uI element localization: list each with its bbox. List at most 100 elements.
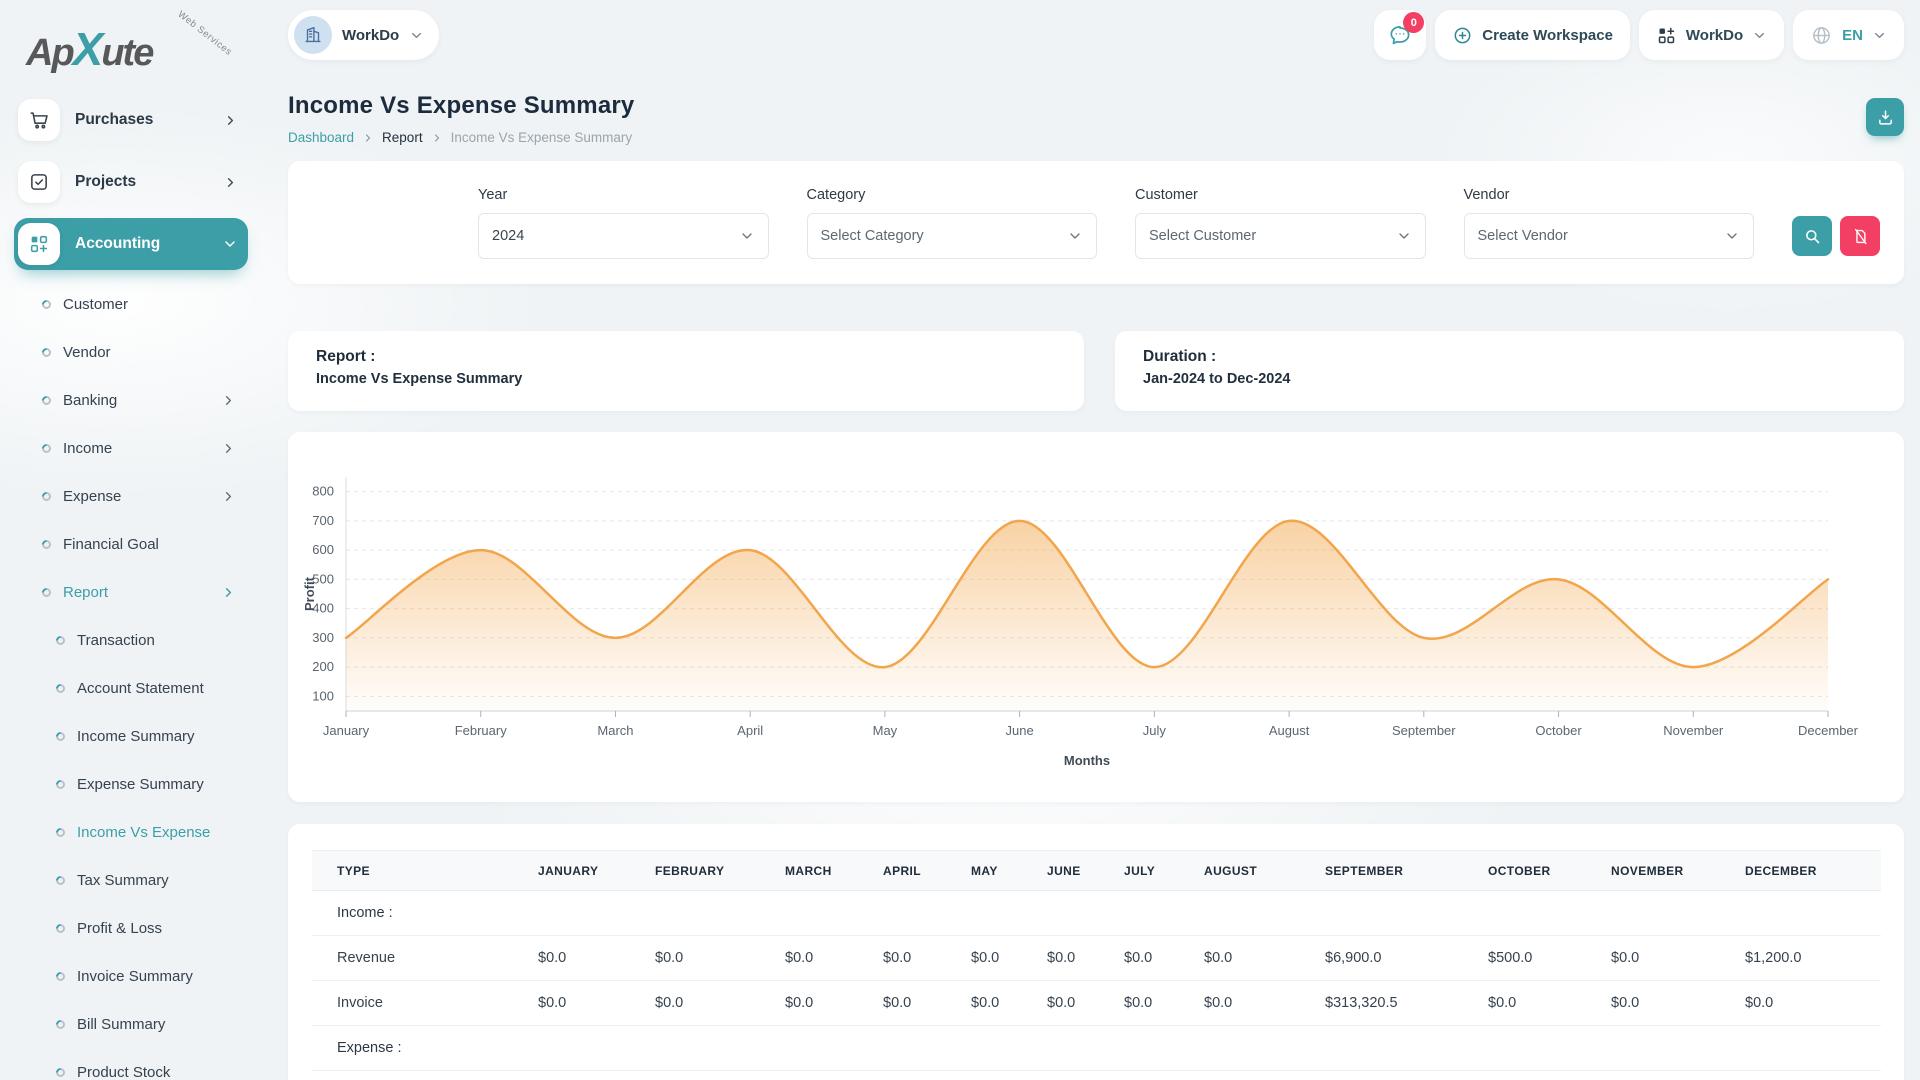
- bullet-icon: [40, 297, 53, 311]
- cell-value: $0.0: [1611, 980, 1745, 1026]
- vendor-select[interactable]: Select Vendor: [1463, 212, 1754, 259]
- svg-text:500: 500: [312, 571, 334, 586]
- sidebar-item-income-vs-expense[interactable]: Income Vs Expense: [14, 808, 248, 856]
- chevron-down-icon: [1872, 28, 1887, 43]
- workdo-menu-button[interactable]: WorkDo: [1638, 10, 1785, 60]
- svg-text:January: January: [323, 723, 370, 738]
- chevron-down-icon: [1396, 228, 1412, 244]
- cell-value: $0.0: [883, 935, 971, 981]
- bullet-icon: [40, 393, 53, 407]
- filter-actions: [1792, 216, 1880, 256]
- filter-bar: Year 2024 Category Select Category Custo…: [288, 161, 1904, 284]
- sidebar-item-label: Transaction: [77, 631, 155, 649]
- sidebar-item-income-summary[interactable]: Income Summary: [14, 712, 248, 760]
- page-content: Income Vs Expense Summary Dashboard Repor…: [258, 92, 1920, 1080]
- bullet-icon: [40, 537, 53, 551]
- column-header: AUGUST: [1204, 850, 1325, 891]
- download-button[interactable]: [1866, 98, 1904, 136]
- chevron-down-icon: [409, 28, 424, 43]
- topbar-actions: 0 Create Workspace WorkDo: [1374, 10, 1904, 60]
- table-row: Invoice $0.0 $0.0 $0.0 $0.0 $0.0 $0.0 $0.0 $0.0 $…: [312, 980, 1881, 1026]
- sidebar-item-customer[interactable]: Customer: [14, 280, 248, 328]
- sidebar-item-profit-loss[interactable]: Profit & Loss: [14, 904, 248, 952]
- cell-value: $0.0: [1124, 935, 1204, 981]
- create-workspace-button[interactable]: Create Workspace: [1435, 10, 1630, 60]
- report-card-title: Report :: [316, 348, 376, 365]
- search-button[interactable]: [1792, 216, 1832, 256]
- sidebar-item-report[interactable]: Report: [14, 568, 248, 616]
- chevron-right-icon: [431, 132, 443, 144]
- sidebar-item-bill-summary[interactable]: Bill Summary: [14, 1000, 248, 1048]
- section-label: Expense :: [312, 1025, 1881, 1071]
- cell-value: $313,320.5: [1325, 980, 1488, 1026]
- sidebar-item-expense[interactable]: Expense: [14, 472, 248, 520]
- sidebar-item-expense-summary[interactable]: Expense Summary: [14, 760, 248, 808]
- sidebar-item-vendor[interactable]: Vendor: [14, 328, 248, 376]
- language-selector[interactable]: EN: [1793, 10, 1904, 60]
- customer-select[interactable]: Select Customer: [1135, 212, 1426, 259]
- chevron-down-icon: [222, 236, 238, 252]
- sidebar-item-tax-summary[interactable]: Tax Summary: [14, 856, 248, 904]
- chevron-down-icon: [739, 228, 755, 244]
- cell-value: $0.0: [1204, 935, 1325, 981]
- sidebar-item-label: Projects: [75, 173, 137, 190]
- chevron-right-icon: [221, 585, 236, 600]
- chevron-down-icon: [1752, 28, 1767, 43]
- logo-text: ApXute: [26, 23, 154, 75]
- cell-value: $0.0: [1488, 980, 1611, 1026]
- svg-text:September: September: [1392, 723, 1456, 738]
- sidebar-item-label: Invoice Summary: [77, 967, 193, 985]
- sidebar-item-banking[interactable]: Banking: [14, 376, 248, 424]
- chevron-right-icon: [223, 175, 238, 190]
- messages-button[interactable]: 0: [1374, 10, 1427, 60]
- sidebar-item-label: Income Summary: [77, 727, 195, 745]
- column-header: JANUARY: [538, 850, 655, 891]
- customer-label: Customer: [1135, 186, 1198, 203]
- cell-value: $0.0: [538, 980, 655, 1026]
- year-label: Year: [478, 186, 508, 203]
- chat-icon: [1387, 22, 1413, 48]
- svg-text:March: March: [597, 723, 633, 738]
- app-logo[interactable]: ApXute Web Services: [0, 9, 258, 86]
- category-select[interactable]: Select Category: [806, 212, 1097, 259]
- cell-value: $0.0: [785, 980, 883, 1026]
- messages-count-badge: 0: [1403, 12, 1425, 33]
- sidebar-item-account-statement[interactable]: Account Statement: [14, 664, 248, 712]
- reset-button[interactable]: [1840, 216, 1880, 256]
- breadcrumb-item[interactable]: Dashboard: [288, 130, 355, 145]
- sidebar-item-income[interactable]: Income: [14, 424, 248, 472]
- sidebar-item-projects[interactable]: Projects: [14, 156, 248, 208]
- sidebar-item-label: Expense: [63, 487, 122, 505]
- section-label: Income :: [312, 890, 1881, 936]
- chevron-right-icon: [221, 441, 236, 456]
- svg-text:April: April: [737, 723, 763, 738]
- row-label: Invoice: [312, 980, 538, 1026]
- sidebar-item-transaction[interactable]: Transaction: [14, 616, 248, 664]
- page-title: Income Vs Expense Summary: [288, 92, 635, 119]
- sidebar-nav: Purchases Projects Accounting Customer Vendo…: [0, 86, 258, 1080]
- sidebar-item-financial-goal[interactable]: Financial Goal: [14, 520, 248, 568]
- row-label: Revenue: [312, 935, 538, 981]
- workspace-name: WorkDo: [342, 26, 400, 44]
- column-header: JUNE: [1047, 850, 1124, 891]
- cell-value: $0.0: [883, 980, 971, 1026]
- grid-plus-icon: [1656, 25, 1677, 46]
- sidebar-item-product-stock[interactable]: Product Stock: [14, 1048, 248, 1080]
- income-vs-expense-chart: 100 200 300 400 500 600 700 800 January February M…: [288, 432, 1904, 802]
- vendor-label: Vendor: [1463, 186, 1510, 203]
- year-select[interactable]: 2024: [478, 212, 769, 259]
- sidebar-item-invoice-summary[interactable]: Invoice Summary: [14, 952, 248, 1000]
- filter-customer: Customer Select Customer: [1135, 187, 1426, 259]
- sidebar-item-accounting[interactable]: Accounting: [14, 218, 248, 270]
- sidebar-item-purchases[interactable]: Purchases: [14, 94, 248, 146]
- workspace-selector[interactable]: WorkDo: [288, 10, 440, 60]
- filter-year: Year 2024: [478, 187, 769, 259]
- svg-text:December: December: [1798, 723, 1859, 738]
- bullet-icon: [40, 585, 53, 599]
- svg-text:200: 200: [312, 659, 334, 674]
- breadcrumb-item[interactable]: Report: [382, 130, 423, 145]
- sidebar-item-label: Purchases: [75, 111, 154, 128]
- cell-value: $1,200.0: [1745, 935, 1881, 981]
- sidebar-item-label: Vendor: [63, 343, 111, 361]
